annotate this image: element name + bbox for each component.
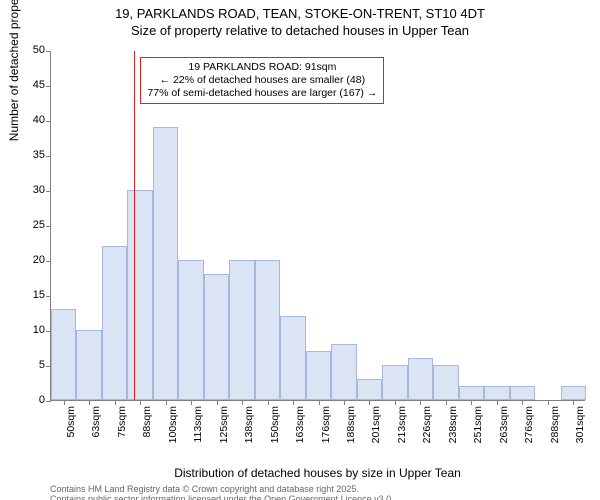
xtick-mark xyxy=(64,400,65,405)
xtick-mark xyxy=(140,400,141,405)
plot-area-wrap: 0510152025303540455050sqm63sqm75sqm88sqm… xyxy=(50,51,585,446)
xtick-label: 100sqm xyxy=(167,406,179,443)
histogram-bar xyxy=(561,386,586,400)
histogram-bar xyxy=(178,260,203,400)
ytick-label: 0 xyxy=(39,394,45,406)
histogram-bar xyxy=(484,386,509,400)
xtick-label: 75sqm xyxy=(116,406,128,438)
ytick-mark xyxy=(46,191,51,192)
histogram-bar xyxy=(510,386,535,400)
xtick-mark xyxy=(395,400,396,405)
xtick-mark xyxy=(548,400,549,405)
xtick-mark xyxy=(344,400,345,405)
x-axis-label: Distribution of detached houses by size … xyxy=(50,466,585,480)
ytick-label: 15 xyxy=(33,289,45,301)
credit-line-1: Contains HM Land Registry data © Crown c… xyxy=(50,484,394,494)
xtick-label: 238sqm xyxy=(447,406,459,443)
title-line-1: 19, PARKLANDS ROAD, TEAN, STOKE-ON-TRENT… xyxy=(0,6,600,21)
histogram-bar xyxy=(255,260,280,400)
xtick-mark xyxy=(166,400,167,405)
ytick-mark xyxy=(46,51,51,52)
credits: Contains HM Land Registry data © Crown c… xyxy=(50,484,394,500)
property-marker-line xyxy=(134,51,135,400)
xtick-mark xyxy=(89,400,90,405)
ytick-mark xyxy=(46,156,51,157)
title-line-2: Size of property relative to detached ho… xyxy=(0,23,600,38)
ytick-mark xyxy=(46,261,51,262)
histogram-bar xyxy=(306,351,331,400)
histogram-bar xyxy=(433,365,458,400)
histogram-bar xyxy=(280,316,305,400)
ytick-label: 10 xyxy=(33,324,45,336)
ytick-mark xyxy=(46,296,51,297)
chart-container: 19, PARKLANDS ROAD, TEAN, STOKE-ON-TRENT… xyxy=(0,6,600,500)
xtick-label: 288sqm xyxy=(549,406,561,443)
ytick-mark xyxy=(46,121,51,122)
xtick-mark xyxy=(217,400,218,405)
xtick-label: 213sqm xyxy=(396,406,408,443)
histogram-bar xyxy=(331,344,356,400)
histogram-bar xyxy=(153,127,178,400)
histogram-bar xyxy=(229,260,254,400)
ytick-label: 20 xyxy=(33,254,45,266)
histogram-bar xyxy=(51,309,76,400)
histogram-bar xyxy=(127,190,152,400)
xtick-mark xyxy=(191,400,192,405)
xtick-mark xyxy=(319,400,320,405)
ytick-label: 35 xyxy=(33,149,45,161)
xtick-mark xyxy=(369,400,370,405)
histogram-bar xyxy=(382,365,407,400)
xtick-mark xyxy=(115,400,116,405)
xtick-label: 276sqm xyxy=(523,406,535,443)
histogram-bar xyxy=(76,330,101,400)
annotation-line: 77% of semi-detached houses are larger (… xyxy=(147,87,377,100)
xtick-label: 63sqm xyxy=(90,406,102,438)
plot-area: 0510152025303540455050sqm63sqm75sqm88sqm… xyxy=(50,51,585,401)
xtick-mark xyxy=(471,400,472,405)
xtick-mark xyxy=(497,400,498,405)
xtick-mark xyxy=(293,400,294,405)
xtick-mark xyxy=(242,400,243,405)
xtick-label: 188sqm xyxy=(345,406,357,443)
ytick-mark xyxy=(46,401,51,402)
xtick-label: 88sqm xyxy=(141,406,153,438)
histogram-bar xyxy=(357,379,382,400)
xtick-label: 263sqm xyxy=(498,406,510,443)
histogram-bar xyxy=(102,246,127,400)
y-axis-label: Number of detached properties xyxy=(4,0,24,51)
xtick-label: 150sqm xyxy=(269,406,281,443)
xtick-mark xyxy=(573,400,574,405)
ytick-label: 30 xyxy=(33,184,45,196)
xtick-label: 176sqm xyxy=(320,406,332,443)
ytick-label: 5 xyxy=(39,359,45,371)
xtick-mark xyxy=(446,400,447,405)
xtick-label: 163sqm xyxy=(294,406,306,443)
xtick-label: 138sqm xyxy=(243,406,255,443)
ytick-label: 25 xyxy=(33,219,45,231)
annotation-line: ← 22% of detached houses are smaller (48… xyxy=(147,74,377,87)
annotation-box: 19 PARKLANDS ROAD: 91sqm← 22% of detache… xyxy=(140,57,384,104)
ytick-label: 40 xyxy=(33,114,45,126)
histogram-bar xyxy=(204,274,229,400)
xtick-mark xyxy=(420,400,421,405)
xtick-label: 50sqm xyxy=(65,406,77,438)
histogram-bar xyxy=(408,358,433,400)
ytick-mark xyxy=(46,226,51,227)
xtick-label: 251sqm xyxy=(472,406,484,443)
xtick-label: 201sqm xyxy=(370,406,382,443)
xtick-mark xyxy=(522,400,523,405)
ytick-label: 45 xyxy=(33,79,45,91)
histogram-bar xyxy=(459,386,484,400)
ytick-mark xyxy=(46,86,51,87)
ytick-label: 50 xyxy=(33,44,45,56)
credit-line-2: Contains public sector information licen… xyxy=(50,494,394,500)
xtick-label: 301sqm xyxy=(574,406,586,443)
annotation-line: 19 PARKLANDS ROAD: 91sqm xyxy=(147,61,377,74)
xtick-mark xyxy=(268,400,269,405)
xtick-label: 125sqm xyxy=(218,406,230,443)
xtick-label: 113sqm xyxy=(192,406,204,443)
xtick-label: 226sqm xyxy=(421,406,433,443)
